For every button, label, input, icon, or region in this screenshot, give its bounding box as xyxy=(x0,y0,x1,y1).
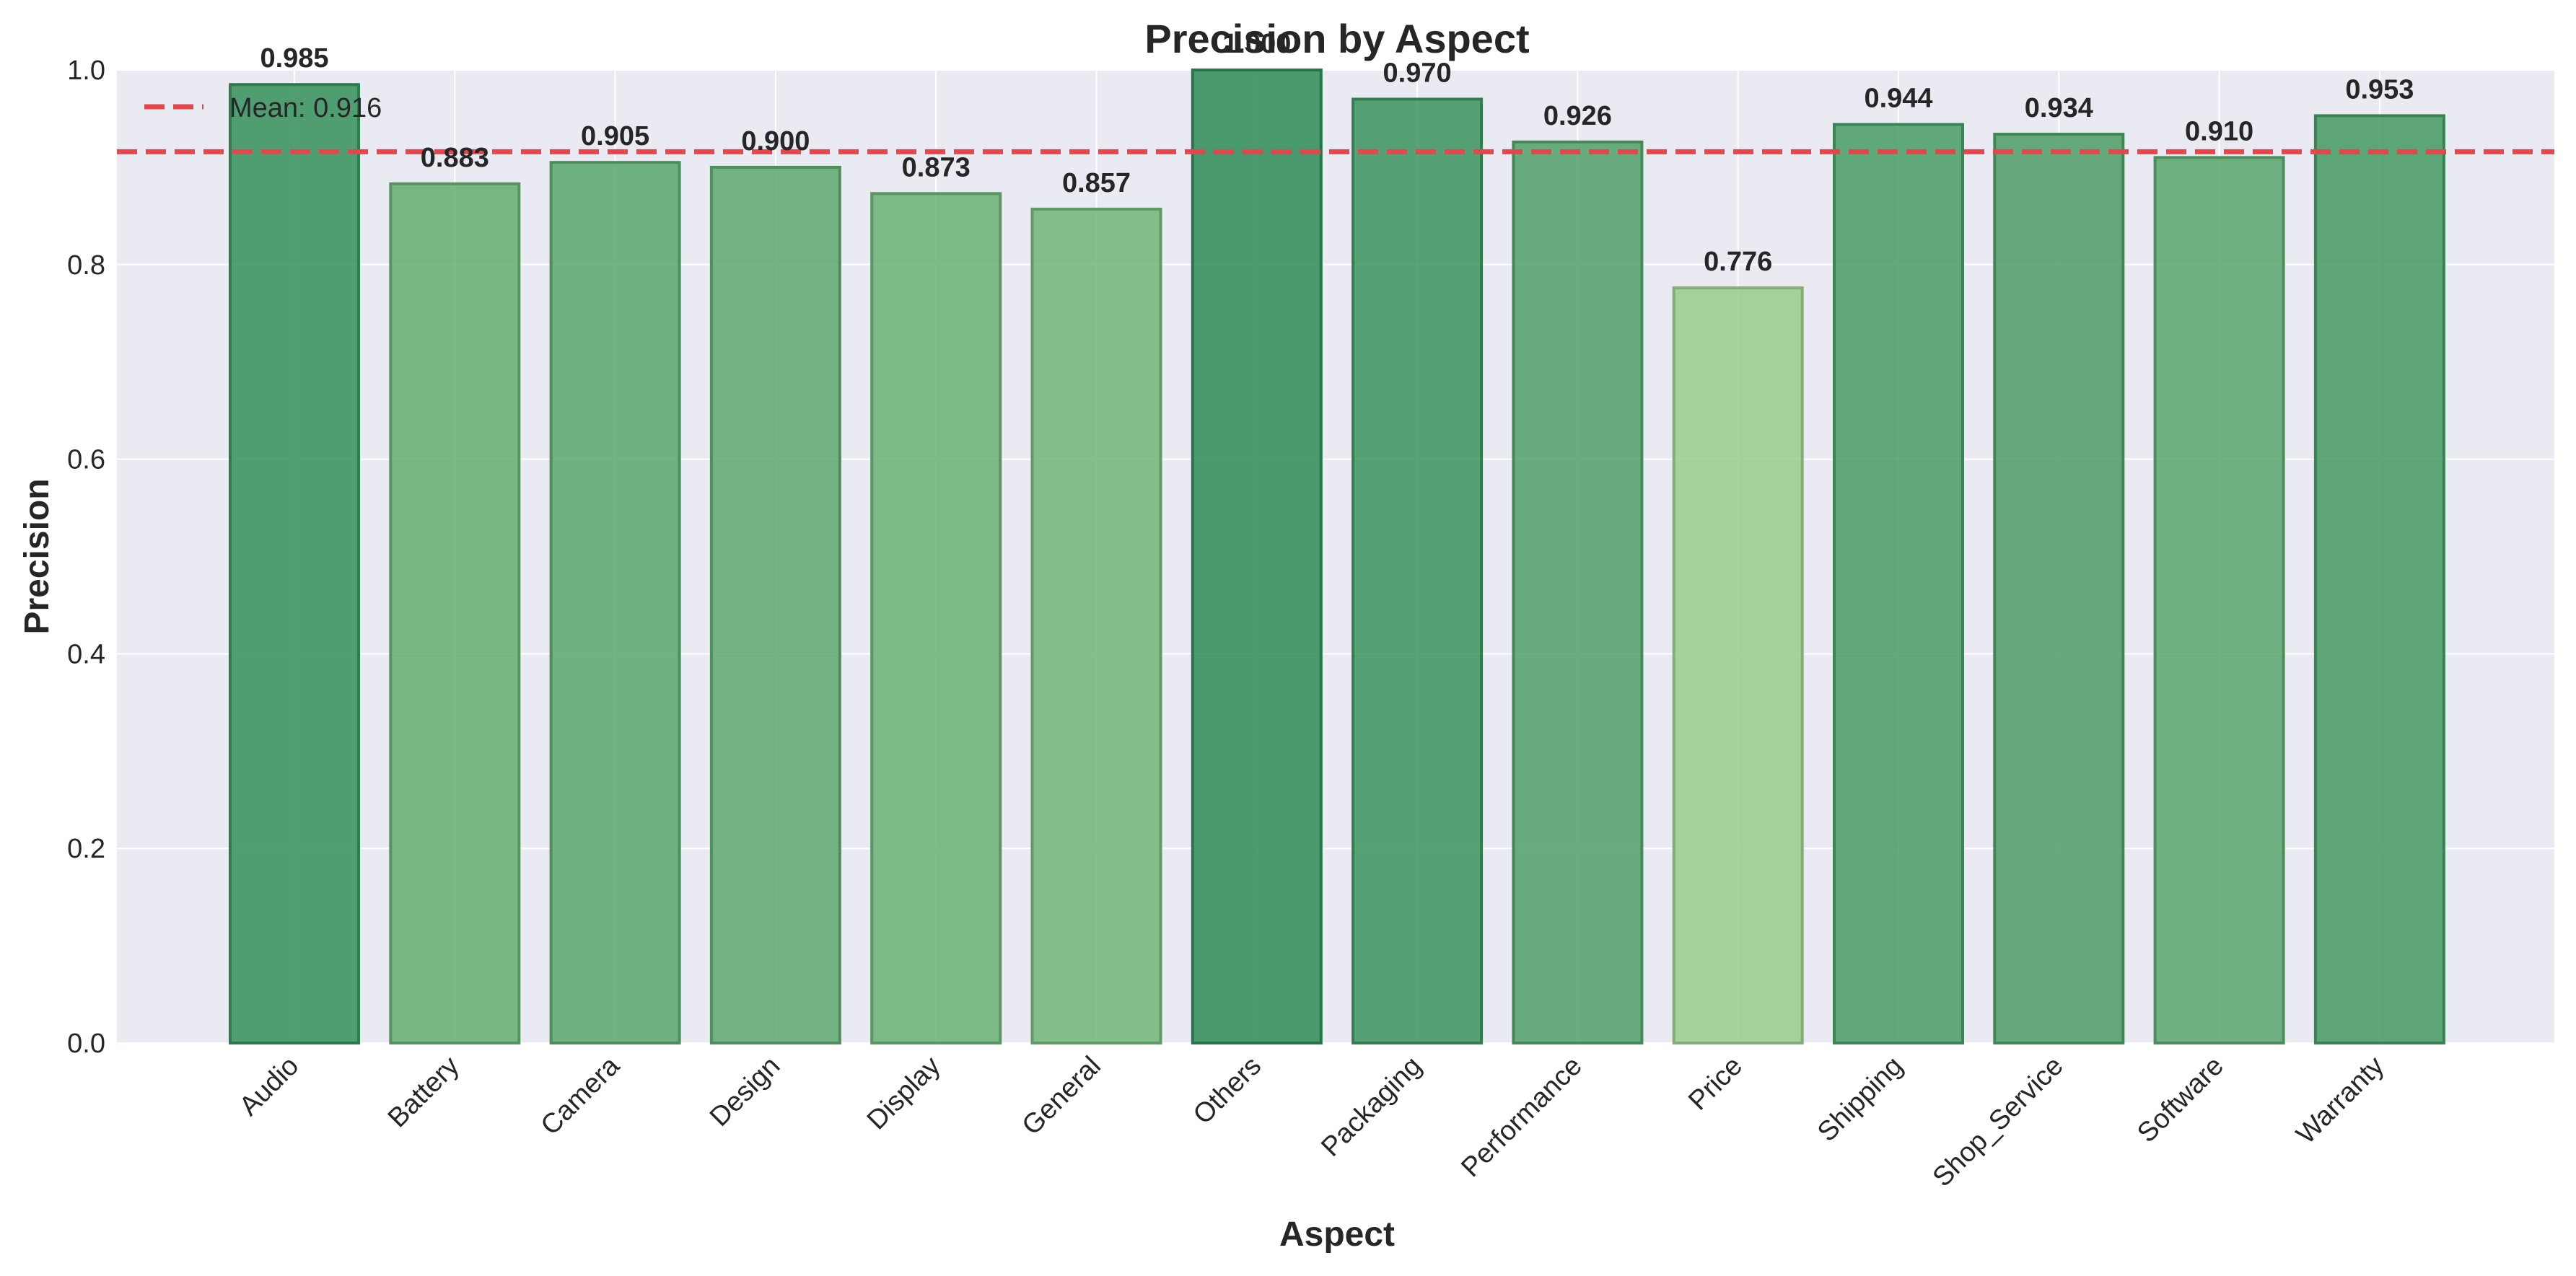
value-label: 0.926 xyxy=(1543,101,1612,131)
bar-software xyxy=(2153,156,2285,1044)
value-label: 0.985 xyxy=(260,43,328,74)
bar-price xyxy=(1672,286,1804,1044)
x-tick-label: Battery xyxy=(382,1051,465,1134)
y-axis-label: Precision xyxy=(18,478,56,634)
value-label: 0.970 xyxy=(1383,58,1452,88)
bar-performance xyxy=(1512,140,1644,1044)
y-tick-label: 0.6 xyxy=(67,445,105,475)
value-label: 0.944 xyxy=(1864,84,1932,114)
value-label: 0.873 xyxy=(902,152,971,182)
y-tick-label: 0.4 xyxy=(67,639,105,669)
x-tick-label: General xyxy=(1017,1051,1107,1141)
value-label: 0.883 xyxy=(421,143,489,173)
value-label: 0.900 xyxy=(741,126,810,157)
bar-warranty xyxy=(2313,114,2445,1045)
bar-shipping xyxy=(1833,123,1964,1045)
x-tick-label: Software xyxy=(2132,1051,2230,1149)
bar-general xyxy=(1030,207,1162,1045)
bar-shop-service xyxy=(1993,133,2125,1044)
x-tick-label: Shop_Service xyxy=(1927,1051,2069,1193)
bar-display xyxy=(870,192,1002,1044)
x-tick-label: Camera xyxy=(535,1050,626,1141)
x-axis-ticks: Audio Battery Camera Design Display General Ot… xyxy=(234,1050,2390,1193)
x-tick-label: Audio xyxy=(234,1051,305,1122)
y-tick-label: 1.0 xyxy=(67,56,105,86)
x-tick-label: Shipping xyxy=(1812,1051,1909,1148)
y-axis-ticks: 0.0 0.2 0.4 0.6 0.8 1.0 xyxy=(67,56,105,1059)
y-tick-label: 0.0 xyxy=(67,1029,105,1059)
bars xyxy=(229,69,2445,1045)
value-label: 0.953 xyxy=(2345,74,2414,105)
bar-packaging xyxy=(1351,97,1484,1045)
chart-title: Precision by Aspect xyxy=(1144,16,1529,61)
legend-mean-label: Mean: 0.916 xyxy=(229,93,382,123)
x-tick-label: Performance xyxy=(1455,1051,1588,1184)
x-tick-label: Others xyxy=(1188,1051,1267,1130)
legend: Mean: 0.916 xyxy=(144,93,382,123)
x-tick-label: Warranty xyxy=(2291,1051,2391,1150)
value-label: 0.776 xyxy=(1704,247,1772,277)
value-label: 0.857 xyxy=(1062,168,1131,198)
value-label: 0.934 xyxy=(2025,93,2093,123)
x-tick-label: Design xyxy=(704,1051,786,1132)
x-axis-label: Aspect xyxy=(1279,1215,1395,1254)
bar-design xyxy=(709,165,841,1044)
plot-background xyxy=(117,70,2554,1043)
bar-battery xyxy=(389,182,521,1044)
value-label: 0.905 xyxy=(581,121,649,151)
y-tick-label: 0.2 xyxy=(67,834,105,864)
bar-others xyxy=(1191,69,1323,1044)
value-label: 0.910 xyxy=(2185,116,2253,146)
bar-audio xyxy=(229,83,360,1045)
x-tick-label: Display xyxy=(862,1051,947,1136)
x-tick-label: Packaging xyxy=(1315,1051,1427,1163)
value-labels: 0.985 0.883 0.905 0.900 0.873 0.857 1.000 0.970… xyxy=(260,29,2414,277)
x-tick-label: Price xyxy=(1683,1051,1748,1117)
y-tick-label: 0.8 xyxy=(67,250,105,281)
bar-camera xyxy=(549,161,681,1044)
value-label: 1.000 xyxy=(1222,29,1291,59)
